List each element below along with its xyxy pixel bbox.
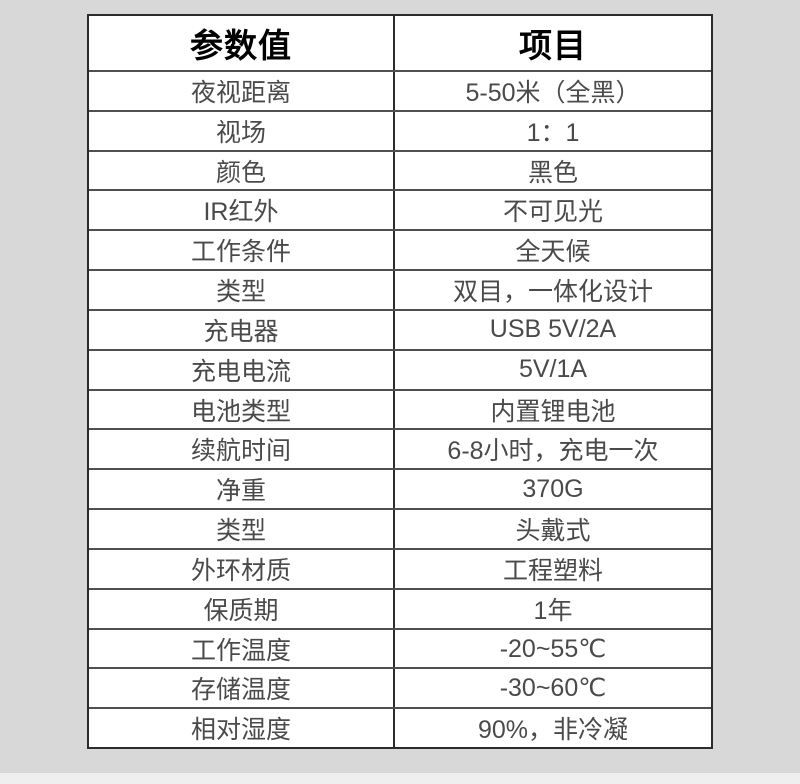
row-value-cell: -20~55℃ bbox=[499, 634, 607, 663]
row-value-cell: 6-8小时，充电一次 bbox=[447, 437, 659, 466]
row-label-cell: 充电电流 bbox=[89, 350, 395, 389]
row-label-cell: 外环材质 bbox=[89, 549, 395, 588]
header-cell-item: 项目 bbox=[519, 27, 587, 64]
row-label-cell: 工作温度 bbox=[89, 629, 395, 668]
row-value-cell: 1：1 bbox=[526, 118, 580, 147]
row-value-cell: 工程塑料 bbox=[502, 556, 603, 585]
row-value-cell: 90%，非冷凝 bbox=[477, 716, 629, 745]
row-value-cell: 1年 bbox=[533, 596, 573, 625]
row-value-cell: 全天候 bbox=[515, 238, 591, 267]
table-row: 视场 1：1 bbox=[89, 111, 711, 152]
row-label-cell: 保质期 bbox=[89, 589, 395, 628]
row-label-cell: 相对湿度 bbox=[89, 709, 395, 748]
row-value-cell: 内置锂电池 bbox=[490, 397, 616, 426]
row-value-cell: 黑色 bbox=[527, 158, 578, 187]
table-row: 工作条件 全天候 bbox=[89, 231, 711, 272]
table-header-row: 参数值 项目 bbox=[89, 16, 711, 72]
row-label-cell: 视场 bbox=[89, 111, 395, 150]
row-label-cell: 净重 bbox=[89, 470, 395, 509]
table-row: IR红外 不可见光 bbox=[89, 191, 711, 232]
row-value-cell: USB 5V/2A bbox=[489, 315, 617, 344]
spec-table: 参数值 项目 夜视距离 5-50米（全黑） 视场 1：1 颜色 黑色 IR红外 不可见光工作条… bbox=[87, 14, 713, 749]
table-row: 类型 双目，一体化设计 bbox=[89, 271, 711, 311]
bottom-strip bbox=[0, 773, 800, 784]
row-value-cell: 不可见光 bbox=[502, 198, 603, 227]
row-label-cell: 存储温度 bbox=[89, 669, 395, 708]
table-row: 充电电流 5V/1A bbox=[89, 350, 711, 391]
row-label-cell: 夜视距离 bbox=[89, 72, 395, 110]
table-row: 外环材质 工程塑料 bbox=[89, 549, 711, 590]
table-row: 保质期 1年 bbox=[89, 589, 711, 630]
table-row: 存储温度 -30~60℃ bbox=[89, 669, 711, 710]
row-label-cell: 工作条件 bbox=[89, 231, 395, 270]
row-value-cell: 5-50米（全黑） bbox=[465, 78, 641, 107]
row-value-cell: 370G bbox=[522, 474, 584, 503]
table-row: 工作温度 -20~55℃ bbox=[89, 629, 711, 670]
row-label-cell: 类型 bbox=[89, 271, 395, 309]
table-row: 颜色 黑色 bbox=[89, 151, 711, 192]
table-row: 续航时间 6-8小时，充电一次 bbox=[89, 430, 711, 471]
row-label-cell: 续航时间 bbox=[89, 430, 395, 469]
header-cell-param: 参数值 bbox=[89, 16, 395, 70]
row-label-cell: 颜色 bbox=[89, 151, 395, 190]
table-row: 充电器 USB 5V/2A bbox=[89, 310, 711, 351]
row-value-cell: 5V/1A bbox=[518, 355, 588, 384]
row-value-cell: 双目，一体化设计 bbox=[452, 278, 653, 307]
row-value-cell: -30~60℃ bbox=[499, 674, 607, 703]
table-row: 类型 头戴式 bbox=[89, 510, 711, 550]
row-label-cell: 电池类型 bbox=[89, 390, 395, 429]
table-body: 夜视距离 5-50米（全黑） 视场 1：1 颜色 黑色 IR红外 不可见光工作条件 全天候类型 双… bbox=[89, 72, 711, 748]
table-row: 净重 370G bbox=[89, 470, 711, 511]
row-label-cell: IR红外 bbox=[89, 191, 395, 230]
row-value-cell: 头戴式 bbox=[515, 517, 591, 546]
table-row: 相对湿度 90%，非冷凝 bbox=[89, 709, 711, 748]
table-row: 电池类型 内置锂电池 bbox=[89, 390, 711, 431]
row-label-cell: 类型 bbox=[89, 510, 395, 548]
table-row: 夜视距离 5-50米（全黑） bbox=[89, 72, 711, 112]
row-label-cell: 充电器 bbox=[89, 310, 395, 349]
